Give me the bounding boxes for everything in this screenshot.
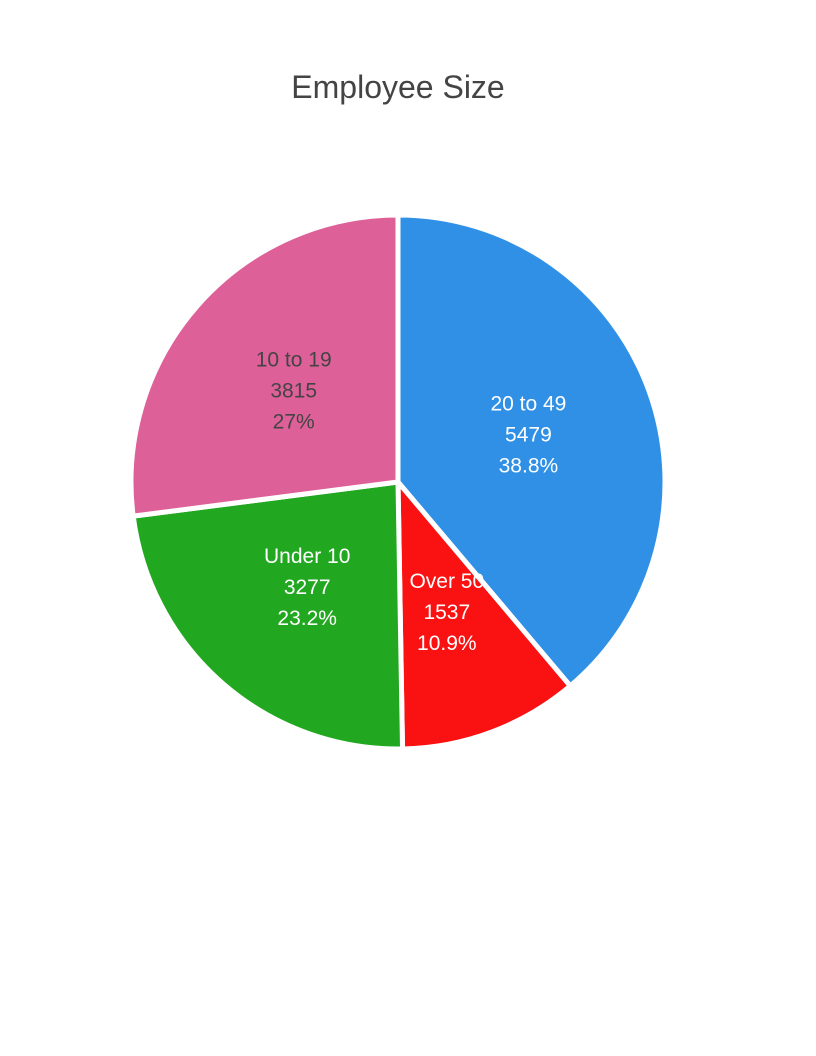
slice-label-value-3: 3815 (270, 379, 317, 402)
pie-labels: 20 to 49 5479 38.8% Over 50 1537 10.9% Under 1… (256, 348, 567, 655)
slice-label-name-2: Under 10 (264, 545, 350, 568)
pie-slices (128, 212, 668, 752)
slice-label-value-0: 5479 (505, 423, 552, 446)
slice-label-percent-0: 38.8% (499, 454, 559, 477)
slice-label-name-3: 10 to 19 (256, 348, 332, 371)
slice-label-name-0: 20 to 49 (490, 392, 566, 415)
pie-slice-1 (395, 479, 573, 752)
slice-label-name-1: Over 50 (409, 570, 484, 593)
slice-label-percent-1: 10.9% (417, 632, 477, 655)
pie-slice-0 (395, 212, 668, 689)
slice-label-value-2: 3277 (284, 576, 331, 599)
slice-label-percent-3: 27% (273, 410, 315, 433)
pie-slice-3 (128, 212, 401, 519)
slice-label-percent-2: 23.2% (277, 607, 337, 630)
slice-label-value-1: 1537 (423, 601, 470, 624)
pie-slice-2 (130, 479, 406, 752)
chart-title: Employee Size (291, 69, 504, 105)
